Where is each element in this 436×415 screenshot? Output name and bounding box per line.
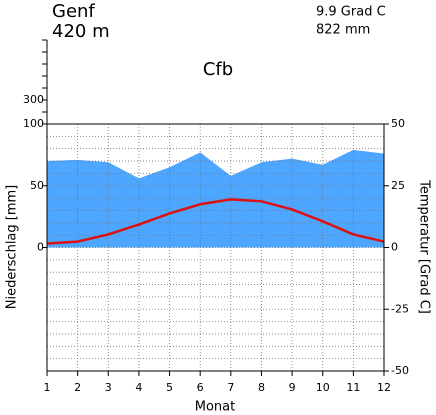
x-tick-label: 9 (289, 381, 296, 394)
y2-tick-label: 0 (391, 241, 398, 254)
y-tick-label: 100 (23, 117, 44, 130)
x-tick-label: 8 (258, 381, 265, 394)
x-tick-label: 3 (105, 381, 112, 394)
annual-precipitation: 822 mm (316, 23, 370, 38)
x-tick-label: 5 (166, 381, 173, 394)
x-tick-label: 10 (316, 381, 330, 394)
x-tick-label: 7 (227, 381, 234, 394)
y2-tick-label: 50 (391, 117, 405, 130)
station: Genf (52, 1, 95, 22)
y-tick-label: 0 (37, 241, 44, 254)
y2-tick-label: -25 (391, 302, 409, 315)
y2-tick-label: -50 (391, 364, 409, 377)
y-axis-label: Niederschlag [mm] (5, 185, 20, 310)
temperature-line (46, 198, 385, 245)
x-tick-label: 1 (44, 381, 51, 394)
elevation: 420 m (52, 21, 110, 42)
upper-y-tick-label: 300 (23, 93, 44, 106)
y2-axis-label: Temperatur [Grad C] (417, 179, 432, 314)
y2-tick-label: 25 (391, 179, 405, 192)
x-tick-label: 4 (135, 381, 142, 394)
precipitation-area (47, 149, 384, 248)
x-axis-label: Monat (195, 400, 235, 415)
x-tick-label: 12 (377, 381, 391, 394)
x-tick-label: 6 (197, 381, 204, 394)
x-tick-label: 11 (346, 381, 360, 394)
mean-temperature: 9.9 Grad C (316, 5, 386, 20)
y-tick-label: 50 (30, 179, 44, 192)
climate-class: Cfb (203, 59, 233, 80)
x-tick-label: 2 (74, 381, 81, 394)
